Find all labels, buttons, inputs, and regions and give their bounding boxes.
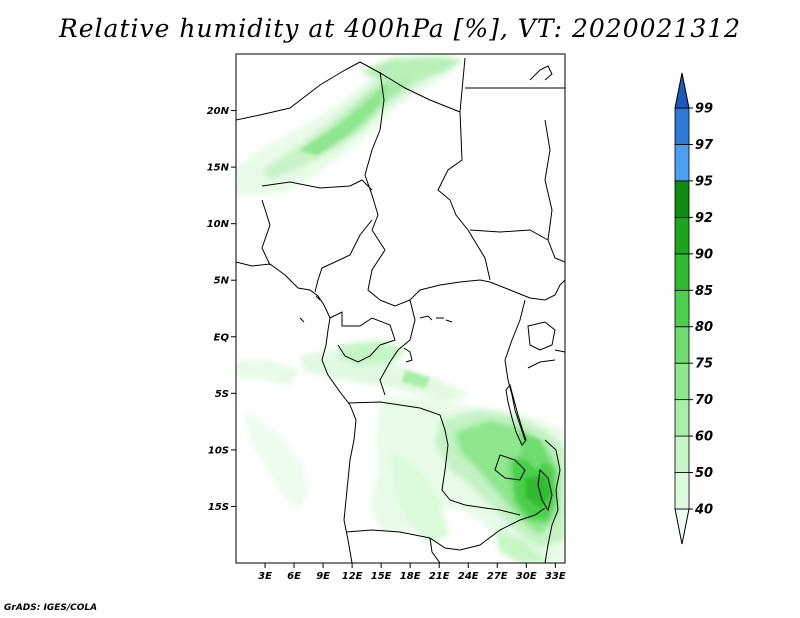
humidity-patch-angola xyxy=(390,450,450,545)
lon-tick-label: 9E xyxy=(316,571,330,582)
colorbar-segment xyxy=(674,435,690,473)
border-sahara-north xyxy=(236,57,466,121)
border-angola-north xyxy=(347,401,449,446)
lon-tick-label: 27E xyxy=(487,571,508,582)
lake-malawi xyxy=(537,468,553,512)
border-zambia-zimbabwe xyxy=(459,507,546,551)
humidity-streak-rift xyxy=(520,432,548,470)
lat-tick-label: 15N xyxy=(207,163,230,174)
colorbar-segment xyxy=(674,144,690,182)
latitude-axis: 20N 15N 10N 5N EQ 5S 10S 15S xyxy=(207,106,236,513)
coastline-west-africa xyxy=(236,261,357,563)
longitude-axis: 3E 6E 9E 12E 15E 18E 21E 24E 27E 30E 33E xyxy=(258,563,566,582)
humidity-streak-congo xyxy=(402,370,430,388)
colorbar-segment xyxy=(674,107,690,145)
lat-tick-label: 5N xyxy=(214,276,230,287)
lon-tick-label: 18E xyxy=(400,571,421,582)
border-mozambique xyxy=(544,439,561,563)
lat-tick-label: 10N xyxy=(207,219,230,230)
lat-tick-label: 5S xyxy=(215,389,229,400)
colorbar-segment xyxy=(674,472,690,510)
lat-tick-label: EQ xyxy=(214,332,230,343)
border-drc-east xyxy=(489,279,565,301)
colorbar-label: 99 xyxy=(695,102,713,117)
lon-tick-label: 15E xyxy=(371,571,392,582)
colorbar-label: 50 xyxy=(695,466,713,481)
colorbar-label: 97 xyxy=(695,138,714,153)
border-south-sudan xyxy=(469,229,549,241)
colorbar-label: 90 xyxy=(695,247,713,262)
colorbar-label: 95 xyxy=(695,174,713,189)
island-lakes-congo xyxy=(299,295,453,363)
border-drc-uganda xyxy=(504,299,526,441)
lat-tick-label: 10S xyxy=(208,445,229,456)
border-zambia-drc xyxy=(494,454,526,481)
map-frame xyxy=(235,53,566,564)
colorbar-label: 70 xyxy=(695,393,713,408)
lon-tick-label: 3E xyxy=(258,571,272,582)
humidity-patch-south xyxy=(495,530,550,563)
country-boundaries xyxy=(236,57,565,563)
colorbar-label: 80 xyxy=(695,320,713,335)
colorbar: 40 50 60 70 75 80 85 90 92 95 97 99 xyxy=(674,72,714,545)
border-niger-chad xyxy=(364,71,385,231)
lon-tick-label: 33E xyxy=(545,571,566,582)
colorbar-label: 92 xyxy=(695,211,713,226)
border-cameroon-car xyxy=(367,229,491,307)
border-nigeria-cameroon xyxy=(261,199,373,293)
lake-tanganyika xyxy=(505,383,527,446)
lat-tick-label: 15S xyxy=(208,502,229,513)
credit-text: GrADS: IGES/COLA xyxy=(4,603,98,613)
chart-title: Relative humidity at 400hPa [%], VT: 202… xyxy=(58,14,742,43)
colorbar-label: 75 xyxy=(695,357,713,372)
colorbar-segment xyxy=(674,326,690,364)
humidity-band-sahel-north xyxy=(360,56,462,84)
lake-victoria xyxy=(527,321,556,351)
border-angola-south xyxy=(345,529,461,551)
humidity-patch-atlantic xyxy=(245,410,310,510)
colorbar-label: 60 xyxy=(695,430,713,445)
lon-tick-label: 12E xyxy=(342,571,363,582)
lon-tick-label: 24E xyxy=(458,571,479,582)
lon-tick-label: 30E xyxy=(516,571,537,582)
colorbar-upper-triangle xyxy=(674,72,690,109)
humidity-streak-malawi xyxy=(525,475,552,508)
border-angola-zambia xyxy=(441,444,521,516)
colorbar-segment xyxy=(674,216,690,255)
border-botswana xyxy=(429,537,441,563)
border-gabon-congo xyxy=(329,311,396,363)
humidity-patch-west xyxy=(236,360,300,385)
colorbar-label: 40 xyxy=(694,503,713,518)
colorbar-segment xyxy=(674,362,690,401)
humidity-streak-sahel xyxy=(300,82,388,155)
border-ethiopia xyxy=(544,119,565,263)
colorbar-segment xyxy=(674,289,690,328)
humidity-patch-gabon xyxy=(338,340,405,366)
humidity-patch-congo xyxy=(300,350,470,402)
coast-red-sea xyxy=(529,65,553,81)
humidity-field xyxy=(236,56,565,563)
lon-tick-label: 21E xyxy=(429,571,450,582)
border-kenya-tanzania xyxy=(527,349,565,369)
colorbar-label: 85 xyxy=(695,284,713,299)
border-car-drc xyxy=(379,299,416,396)
lon-tick-label: 6E xyxy=(287,571,301,582)
lat-tick-label: 20N xyxy=(207,106,230,117)
colorbar-lower-triangle xyxy=(674,508,690,545)
colorbar-segment xyxy=(674,180,690,218)
border-chad-sudan xyxy=(437,111,491,281)
border-nigeria-north xyxy=(261,179,373,191)
colorbar-segment xyxy=(674,399,690,437)
colorbar-segment xyxy=(674,253,690,291)
